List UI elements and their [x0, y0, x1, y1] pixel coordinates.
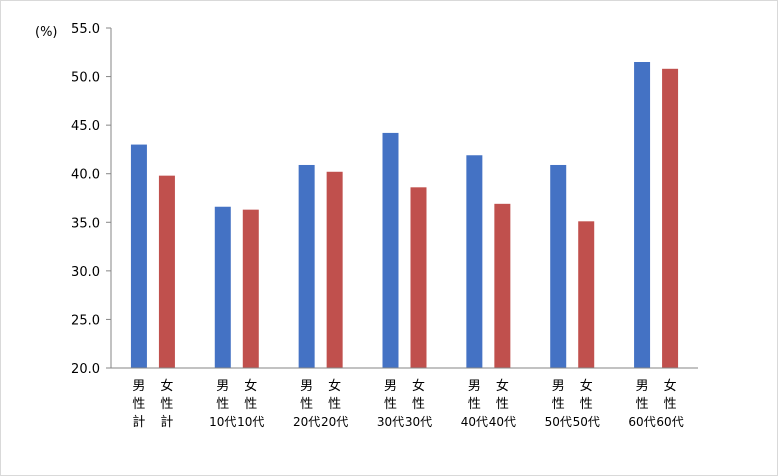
y-tick-label: 50.0: [71, 71, 100, 86]
x-category-label: 女性計: [160, 378, 173, 430]
x-category-label: 男性計: [132, 379, 145, 430]
y-tick-label: 30.0: [71, 265, 100, 280]
x-category-label: 女性 60代: [656, 378, 683, 429]
bar-female-0: [158, 175, 175, 368]
x-category-label: 男性 50代: [545, 379, 572, 429]
x-category-label: 女性 10代: [237, 378, 264, 429]
x-category-label: 女性 40代: [489, 378, 516, 429]
bar-female-5: [578, 221, 595, 368]
y-tick-label: 45.0: [71, 119, 100, 134]
x-category-label: 女性 30代: [405, 378, 432, 429]
x-category-label: 男性 60代: [628, 379, 655, 429]
bar-female-3: [410, 187, 427, 368]
x-category-label: 男性 10代: [209, 379, 236, 429]
bar-female-6: [662, 68, 679, 369]
y-tick-label: 25.0: [71, 313, 100, 328]
y-tick-label: 20.0: [71, 362, 100, 377]
bar-female-4: [494, 203, 511, 368]
y-tick-label: 40.0: [71, 168, 100, 183]
x-category-label: 女性 50代: [573, 378, 600, 429]
bar-male-1: [214, 206, 231, 368]
x-category-label: 女性 20代: [321, 378, 348, 429]
bar-female-1: [242, 209, 259, 368]
bar-male-0: [130, 144, 147, 368]
bar-female-2: [326, 171, 343, 368]
y-tick-label: 55.0: [71, 22, 100, 37]
bar-male-5: [550, 164, 567, 368]
x-category-label: 男性 40代: [461, 379, 488, 429]
y-unit-label: (%): [35, 25, 58, 40]
bar-male-6: [634, 62, 651, 368]
x-category-label: 男性 30代: [377, 379, 404, 429]
x-category-label: 男性 20代: [293, 379, 320, 429]
bar-male-3: [382, 132, 399, 368]
bar-male-4: [466, 155, 483, 368]
y-tick-label: 35.0: [71, 216, 100, 231]
bar-male-2: [298, 164, 315, 368]
